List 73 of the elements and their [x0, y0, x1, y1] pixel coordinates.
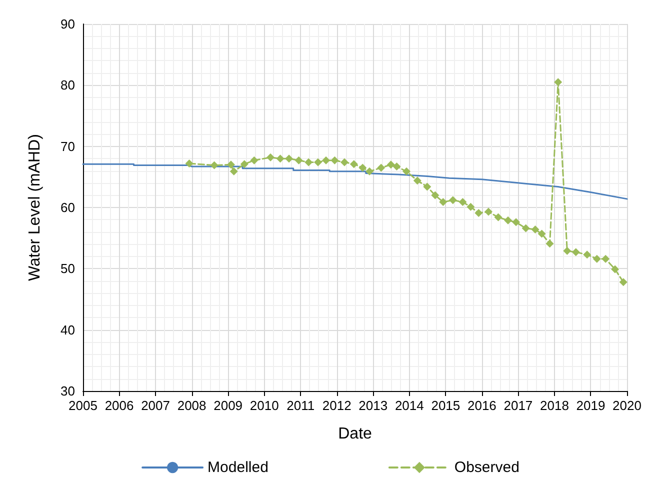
- x-tick-label: 2006: [104, 398, 134, 413]
- point: [350, 160, 358, 168]
- point: [458, 198, 467, 206]
- point: [377, 164, 386, 172]
- y-tick-label: 40: [60, 322, 75, 338]
- point: [466, 202, 475, 211]
- x-tick-label: 2014: [394, 398, 424, 413]
- point: [340, 158, 348, 166]
- point: [304, 158, 313, 166]
- point: [413, 176, 422, 185]
- point: [572, 248, 580, 256]
- point: [402, 167, 410, 176]
- legend-label: Observed: [454, 459, 520, 476]
- point: [602, 254, 610, 263]
- point: [226, 160, 235, 169]
- point: [439, 198, 448, 206]
- x-tick-label: 2009: [214, 398, 243, 413]
- point: [276, 154, 284, 163]
- y-tick-label: 50: [60, 261, 75, 276]
- point: [554, 78, 562, 86]
- point: [431, 191, 440, 200]
- point: [592, 254, 601, 263]
- point: [583, 250, 592, 259]
- x-tick-label: 2011: [286, 398, 315, 413]
- point: [210, 161, 218, 170]
- x-tick-label: 2008: [177, 398, 206, 413]
- point: [474, 209, 483, 218]
- x-tick-label: 2013: [358, 398, 388, 413]
- point: [230, 167, 238, 176]
- y-tick-label: 80: [60, 78, 75, 93]
- legend-label: Modelled: [208, 459, 268, 476]
- x-tick-label: 2015: [431, 398, 460, 413]
- point: [619, 278, 628, 286]
- x-tick-label: 2005: [68, 398, 98, 413]
- point: [240, 160, 248, 168]
- point: [185, 159, 194, 168]
- point: [358, 164, 367, 172]
- x-tick-label: 2020: [612, 398, 642, 413]
- y-tick-label: 30: [60, 384, 75, 398]
- x-tick-label: 2012: [322, 398, 352, 413]
- point: [294, 156, 303, 164]
- point: [330, 156, 339, 164]
- point: [484, 208, 492, 216]
- x-axis-title: Date: [338, 426, 372, 442]
- point: [611, 265, 620, 274]
- y-tick-label: 70: [60, 138, 75, 154]
- point: [448, 196, 457, 204]
- point: [504, 216, 512, 224]
- point: [494, 213, 502, 222]
- y-tick-label: 90: [60, 16, 75, 32]
- point: [284, 154, 293, 163]
- x-tick-label: 2010: [250, 398, 279, 413]
- y-tick-label: 60: [60, 200, 75, 215]
- point: [538, 230, 546, 238]
- point: [366, 167, 374, 176]
- point: [546, 240, 554, 248]
- point: [392, 162, 401, 171]
- point: [531, 226, 540, 234]
- point: [512, 218, 520, 226]
- point: [322, 156, 330, 164]
- point: [314, 158, 322, 166]
- point: [386, 160, 395, 169]
- x-tick-label: 2007: [141, 398, 170, 413]
- x-tick-label: 2019: [576, 398, 606, 413]
- point: [266, 153, 274, 162]
- y-axis-title: Water Level (mAHD): [26, 134, 44, 281]
- point: [423, 182, 432, 191]
- x-tick-label: 2016: [467, 398, 496, 413]
- x-tick-label: 2018: [540, 398, 569, 413]
- point: [250, 156, 258, 164]
- x-tick-label: 2017: [504, 398, 533, 413]
- point: [563, 246, 572, 255]
- point: [522, 224, 530, 232]
